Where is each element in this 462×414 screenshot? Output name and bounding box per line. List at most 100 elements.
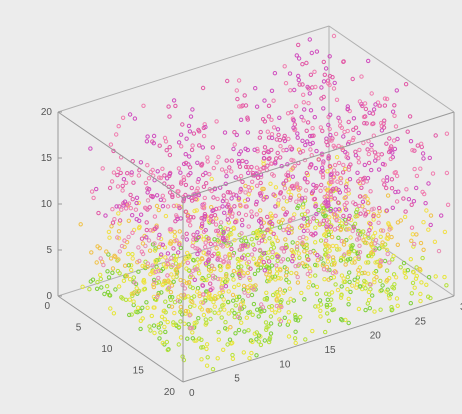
scatter-point xyxy=(170,263,175,268)
scatter-point xyxy=(236,314,241,320)
scatter-point xyxy=(200,205,205,210)
scatter-point xyxy=(300,61,305,67)
axis-edge-front xyxy=(182,295,455,383)
scatter-point xyxy=(116,124,121,129)
scatter-point xyxy=(254,337,259,342)
scatter-point xyxy=(326,156,331,161)
scatter-point xyxy=(345,257,351,262)
scatter-point xyxy=(302,176,308,181)
scatter-point xyxy=(303,188,309,193)
scatter-point xyxy=(289,192,294,198)
scatter-point xyxy=(144,220,149,225)
scatter-point xyxy=(338,180,344,186)
scatter-point xyxy=(139,236,145,241)
scatter-point xyxy=(199,161,205,167)
scatter-point xyxy=(154,225,159,230)
scatter-point xyxy=(110,270,115,275)
scatter-point xyxy=(348,162,353,167)
scatter-point xyxy=(325,259,331,264)
scatter-point xyxy=(156,244,162,250)
scatter-point xyxy=(261,165,266,170)
scatter-point xyxy=(343,184,349,190)
scatter-point xyxy=(267,269,273,275)
scatter-point xyxy=(364,260,369,265)
scatter-point xyxy=(322,194,327,200)
scatter-point xyxy=(165,262,170,267)
scatter-point xyxy=(213,228,219,234)
scatter-point xyxy=(212,304,218,309)
scatter-point xyxy=(245,147,251,153)
scatter-point xyxy=(169,227,174,232)
scatter-point xyxy=(262,145,268,150)
scatter-point xyxy=(118,170,123,176)
scatter-point xyxy=(108,142,114,147)
scatter-point xyxy=(388,156,393,162)
scatter-point xyxy=(261,251,266,256)
scatter-point xyxy=(142,280,147,285)
axis-edge-front xyxy=(57,111,184,199)
scatter-point xyxy=(402,270,407,275)
scatter-point xyxy=(102,291,107,297)
scatter-point xyxy=(203,244,208,250)
scatter-point xyxy=(249,164,254,170)
scatter-point xyxy=(256,333,262,338)
scatter-point xyxy=(177,240,182,246)
scatter-point xyxy=(227,190,233,195)
scatter-point xyxy=(387,296,392,301)
scatter-point xyxy=(193,194,198,199)
scatter-point xyxy=(289,270,294,276)
scatter-point xyxy=(335,287,341,293)
scatter-point xyxy=(106,229,112,235)
scatter-point xyxy=(107,235,112,240)
scatter-point xyxy=(245,197,251,202)
scatter-point xyxy=(268,331,274,336)
scatter-point xyxy=(165,251,171,256)
scatter-point xyxy=(236,282,241,287)
scatter-point xyxy=(349,246,354,252)
scatter-point xyxy=(218,267,223,273)
scatter-point xyxy=(212,310,217,315)
scatter-point xyxy=(116,166,121,172)
scatter-point xyxy=(336,115,341,121)
scatter-point xyxy=(190,143,195,148)
scatter-point xyxy=(300,240,305,245)
scatter-point xyxy=(232,314,237,320)
scatter-point xyxy=(116,257,121,262)
scatter-point xyxy=(210,263,215,268)
scatter-point xyxy=(176,294,181,300)
scatter-point xyxy=(325,243,330,248)
scatter-point xyxy=(223,254,228,259)
scatter-point xyxy=(199,337,204,342)
scatter-point xyxy=(424,282,429,287)
scatter-point xyxy=(138,160,144,165)
scatter-point xyxy=(281,195,287,200)
scatter-point xyxy=(121,278,127,283)
scatter-point xyxy=(326,277,331,282)
scatter-point xyxy=(222,130,228,135)
scatter-point xyxy=(251,230,256,236)
scatter-point xyxy=(371,107,377,112)
scatter-point xyxy=(230,356,236,361)
scatter-point xyxy=(248,283,253,288)
scatter-point xyxy=(377,103,382,109)
scatter-point xyxy=(204,342,210,347)
scatter-point xyxy=(156,269,161,274)
scatter-point xyxy=(190,243,195,249)
scatter-point xyxy=(353,202,358,207)
scatter-point xyxy=(206,236,211,241)
x-tick-label: 5 xyxy=(76,323,82,334)
scatter-point xyxy=(117,271,122,276)
scatter-point xyxy=(361,180,366,186)
scatter-point xyxy=(135,310,140,315)
scatter-point xyxy=(267,304,272,310)
scatter-point xyxy=(331,86,337,91)
scatter-point xyxy=(115,258,120,263)
scatter-point xyxy=(419,280,424,285)
scatter-point xyxy=(294,247,300,252)
scatter-point xyxy=(331,33,337,39)
scatter-point xyxy=(131,299,136,304)
scatter-point xyxy=(242,235,248,241)
scatter-point xyxy=(351,135,356,141)
axis-edge-front xyxy=(57,295,184,383)
scatter-point xyxy=(193,197,198,202)
